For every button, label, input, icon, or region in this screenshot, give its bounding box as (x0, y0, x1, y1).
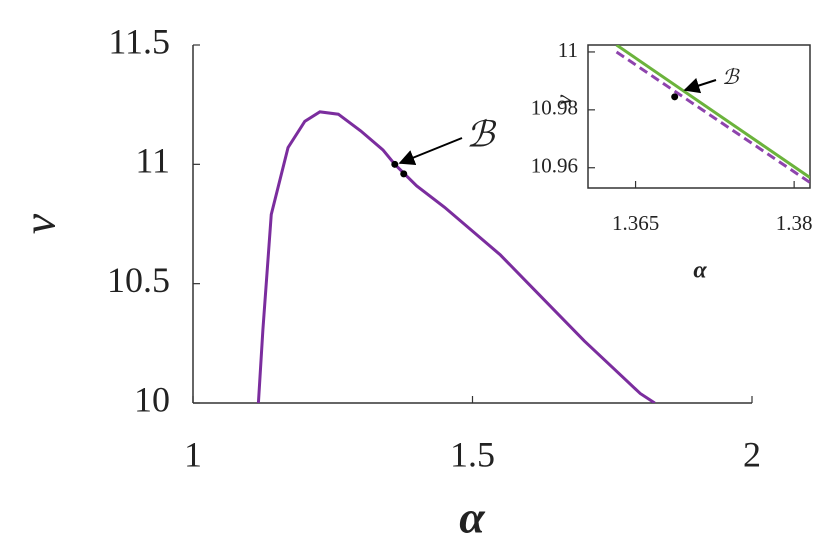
y-tick-label: 10 (134, 379, 170, 419)
marker (400, 170, 408, 178)
y-tick-label: 10.98 (531, 96, 578, 120)
y-axis-label: ν (552, 94, 578, 105)
plot-area (587, 44, 811, 189)
y-tick-label: 11.5 (108, 21, 170, 61)
x-tick-label: 1 (184, 434, 202, 474)
x-axis-label: α (459, 492, 486, 543)
y-tick-label: 11 (135, 141, 170, 181)
y-tick-label: 10.5 (107, 260, 170, 300)
annotation-arrow (683, 77, 717, 94)
y-axis-label: ν (14, 213, 65, 234)
data-line (615, 45, 810, 179)
x-axis-label: α (693, 258, 707, 284)
data-line (615, 50, 810, 184)
annotation-arrow (398, 137, 463, 166)
marker (671, 93, 679, 101)
annotation: ℬ (722, 65, 740, 89)
y-tick-label: 10.96 (531, 154, 578, 178)
plot: 10.96 10.98 11 1.365 1.38 α ν ℬ (531, 38, 813, 284)
x-tick-label: 1.38 (776, 211, 813, 235)
annotation: ℬ (466, 114, 497, 154)
marker (391, 160, 399, 168)
y-tick-label: 11 (558, 38, 578, 62)
x-tick-label: 1.365 (612, 211, 659, 235)
x-tick-label: 1.5 (450, 434, 495, 474)
x-tick-label: 2 (743, 434, 761, 474)
